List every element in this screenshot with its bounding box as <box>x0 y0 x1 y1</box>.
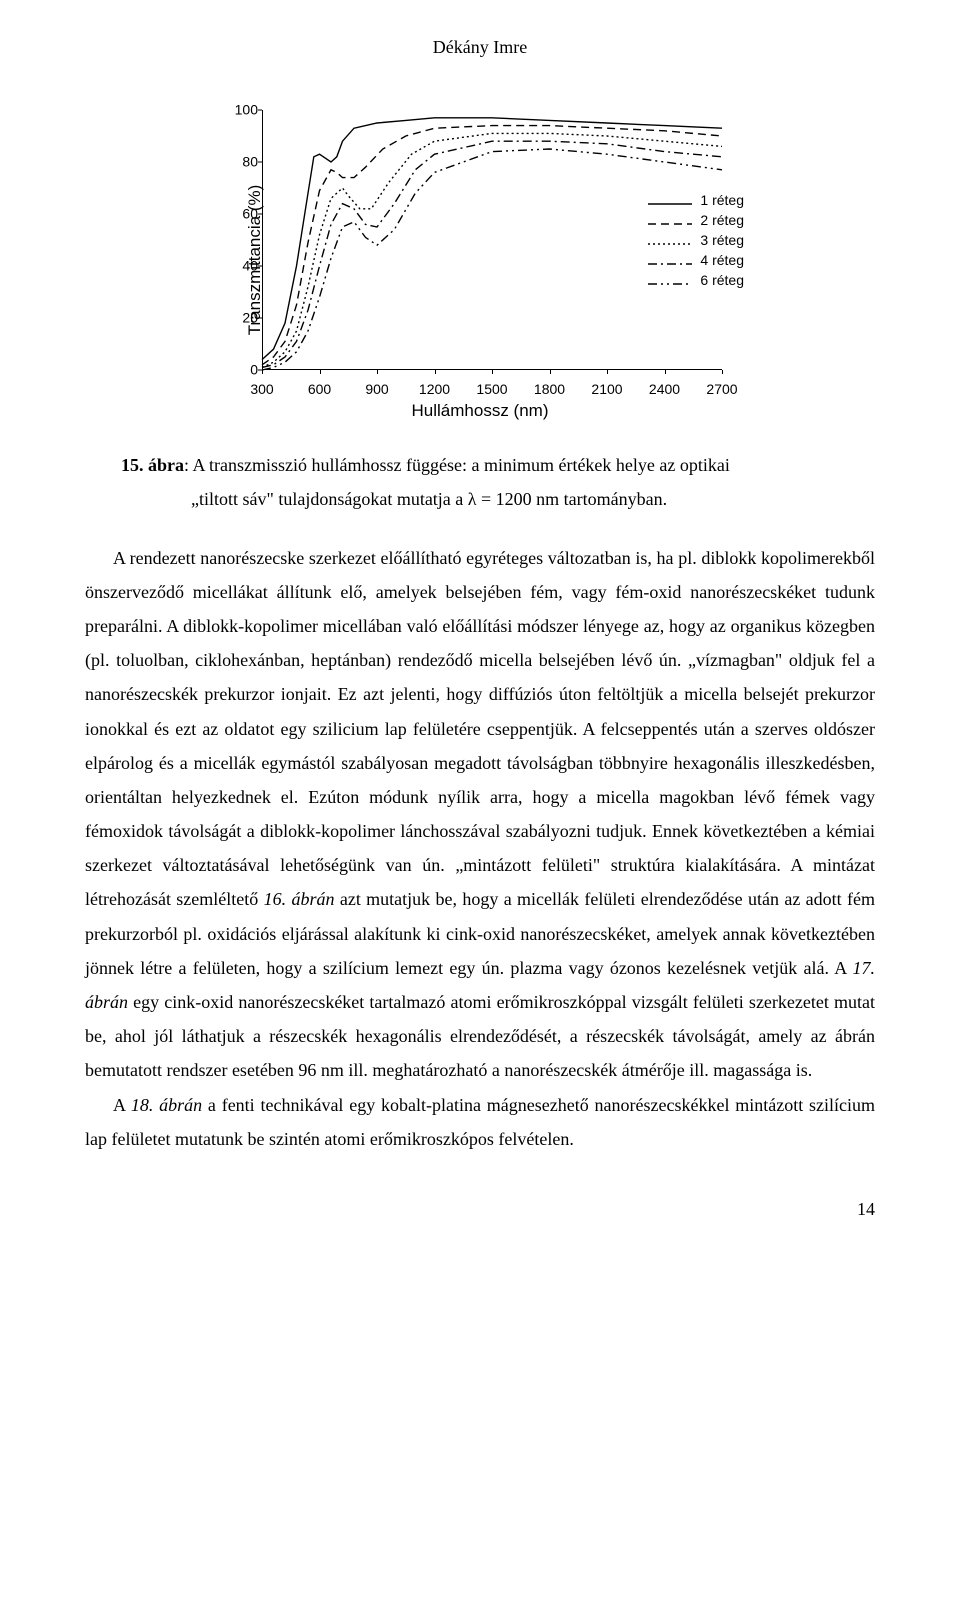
x-tick-label: 2400 <box>649 376 680 403</box>
x-tick-label: 300 <box>250 376 273 403</box>
page-number: 14 <box>85 1192 875 1226</box>
caption-line1: : A transzmisszió hullámhossz függése: a… <box>184 455 730 475</box>
body-paragraphs: A rendezett nanorészecske szerkezet előá… <box>85 541 875 1156</box>
chart-legend: 1 réteg2 réteg3 réteg4 réteg6 réteg <box>648 190 744 290</box>
figure-15-caption: 15. ábra: A transzmisszió hullámhossz fü… <box>85 448 875 516</box>
y-tick-label: 80 <box>230 149 258 176</box>
y-tick-label: 60 <box>230 201 258 228</box>
paragraph-1: A rendezett nanorészecske szerkezet előá… <box>85 541 875 1088</box>
legend-swatch <box>648 273 692 287</box>
p2-end: a fenti technikával egy kobalt-platina m… <box>85 1095 875 1149</box>
author-name: Dékány Imre <box>85 30 875 64</box>
transmittance-chart: Transzmittancia (%) 020406080100 3006009… <box>200 100 760 420</box>
p2-lead: A <box>113 1095 131 1115</box>
legend-swatch <box>648 213 692 227</box>
p1-end: egy cink-oxid nanorészecskéket tartalmaz… <box>85 992 875 1080</box>
y-tick-label: 100 <box>230 97 258 124</box>
y-tick-label: 40 <box>230 253 258 280</box>
x-tick-label: 600 <box>308 376 331 403</box>
x-tick-label: 2700 <box>706 376 737 403</box>
paragraph-2: A 18. ábrán a fenti technikával egy koba… <box>85 1088 875 1156</box>
y-tick-label: 20 <box>230 305 258 332</box>
legend-swatch <box>648 193 692 207</box>
x-tick-label: 2100 <box>591 376 622 403</box>
chart-container: Transzmittancia (%) 020406080100 3006009… <box>85 100 875 420</box>
fig18-ref: 18. ábrán <box>131 1095 202 1115</box>
x-tick-label: 900 <box>365 376 388 403</box>
p1-lead: A rendezett nanorészecske szerkezet előá… <box>85 548 875 910</box>
legend-swatch <box>648 253 692 267</box>
legend-swatch <box>648 233 692 247</box>
x-axis-label: Hullámhossz (nm) <box>412 395 549 427</box>
caption-line2: „tiltott sáv" tulajdonságokat mutatja a … <box>121 482 875 516</box>
figure-number: 15. ábra <box>121 455 184 475</box>
legend-row: 6 réteg <box>648 270 744 290</box>
fig16-ref: 16. ábrán <box>264 889 335 909</box>
legend-label: 6 réteg <box>700 267 744 294</box>
